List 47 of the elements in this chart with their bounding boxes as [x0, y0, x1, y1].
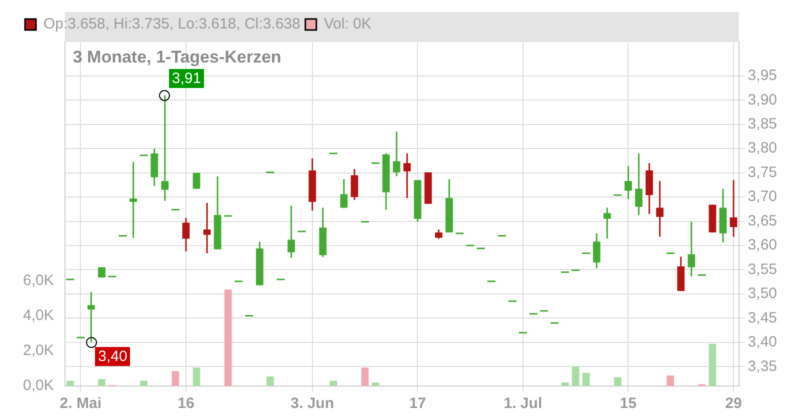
y-tick-label: 3,35 — [748, 358, 778, 375]
y-tick-label: 3,70 — [748, 188, 778, 206]
y2-tick-label: 6,0K — [23, 272, 54, 289]
bar — [372, 382, 380, 386]
y-tick-label: 3,90 — [748, 91, 778, 108]
y2-tick-label: 4,0K — [23, 306, 54, 324]
x-tick-label: 15 — [620, 395, 637, 412]
bar — [361, 368, 369, 386]
bar — [582, 372, 590, 386]
bar — [192, 368, 200, 386]
bar — [572, 366, 580, 386]
annotation: 3,40 — [95, 347, 130, 366]
chart-title: 3 Monate, 1-Tages-Kerzen — [72, 48, 282, 67]
x-tick-label: 17 — [409, 395, 426, 412]
bar — [614, 377, 622, 386]
bar — [140, 380, 148, 386]
y-tick-label: 3,60 — [748, 236, 778, 254]
bar — [561, 382, 569, 386]
bar — [330, 380, 338, 386]
x-tick-label: 29 — [725, 395, 742, 412]
bar — [66, 380, 74, 386]
bar — [172, 371, 180, 386]
y-tick-label: 3,55 — [748, 260, 778, 278]
legend-label: Op:3.658, Hi:3.735, Lo:3.618, Cl:3.638 — [44, 16, 300, 33]
candlestick — [130, 162, 137, 238]
x-tick-label: 3. Jun — [290, 395, 334, 412]
bar — [708, 344, 716, 386]
y2-tick-label: 2,0K — [23, 342, 54, 360]
candlestick — [161, 95, 169, 201]
x-tick-label: 16 — [178, 395, 194, 412]
bar — [266, 376, 274, 386]
x-tick-label: 2. Mai — [60, 395, 102, 412]
bar — [666, 375, 674, 386]
legend-label: Vol: 0K — [324, 16, 372, 33]
y-tick-label: 3,85 — [748, 116, 778, 133]
y-tick-label: 3,75 — [748, 164, 778, 181]
y-tick-label: 3,45 — [748, 309, 778, 326]
bar — [98, 378, 106, 386]
annotation: 3,91 — [168, 69, 204, 88]
x-tick-label: 1. Jul — [504, 395, 542, 412]
y-tick-label: 3,80 — [748, 140, 778, 157]
y2-tick-label: 0,0K — [23, 377, 54, 394]
y-tick-label: 3,50 — [748, 285, 778, 302]
y-tick-label: 3,95 — [748, 67, 778, 84]
y-tick-label: 3,65 — [748, 212, 778, 230]
y-tick-label: 3,40 — [748, 334, 778, 351]
bar — [224, 289, 232, 386]
